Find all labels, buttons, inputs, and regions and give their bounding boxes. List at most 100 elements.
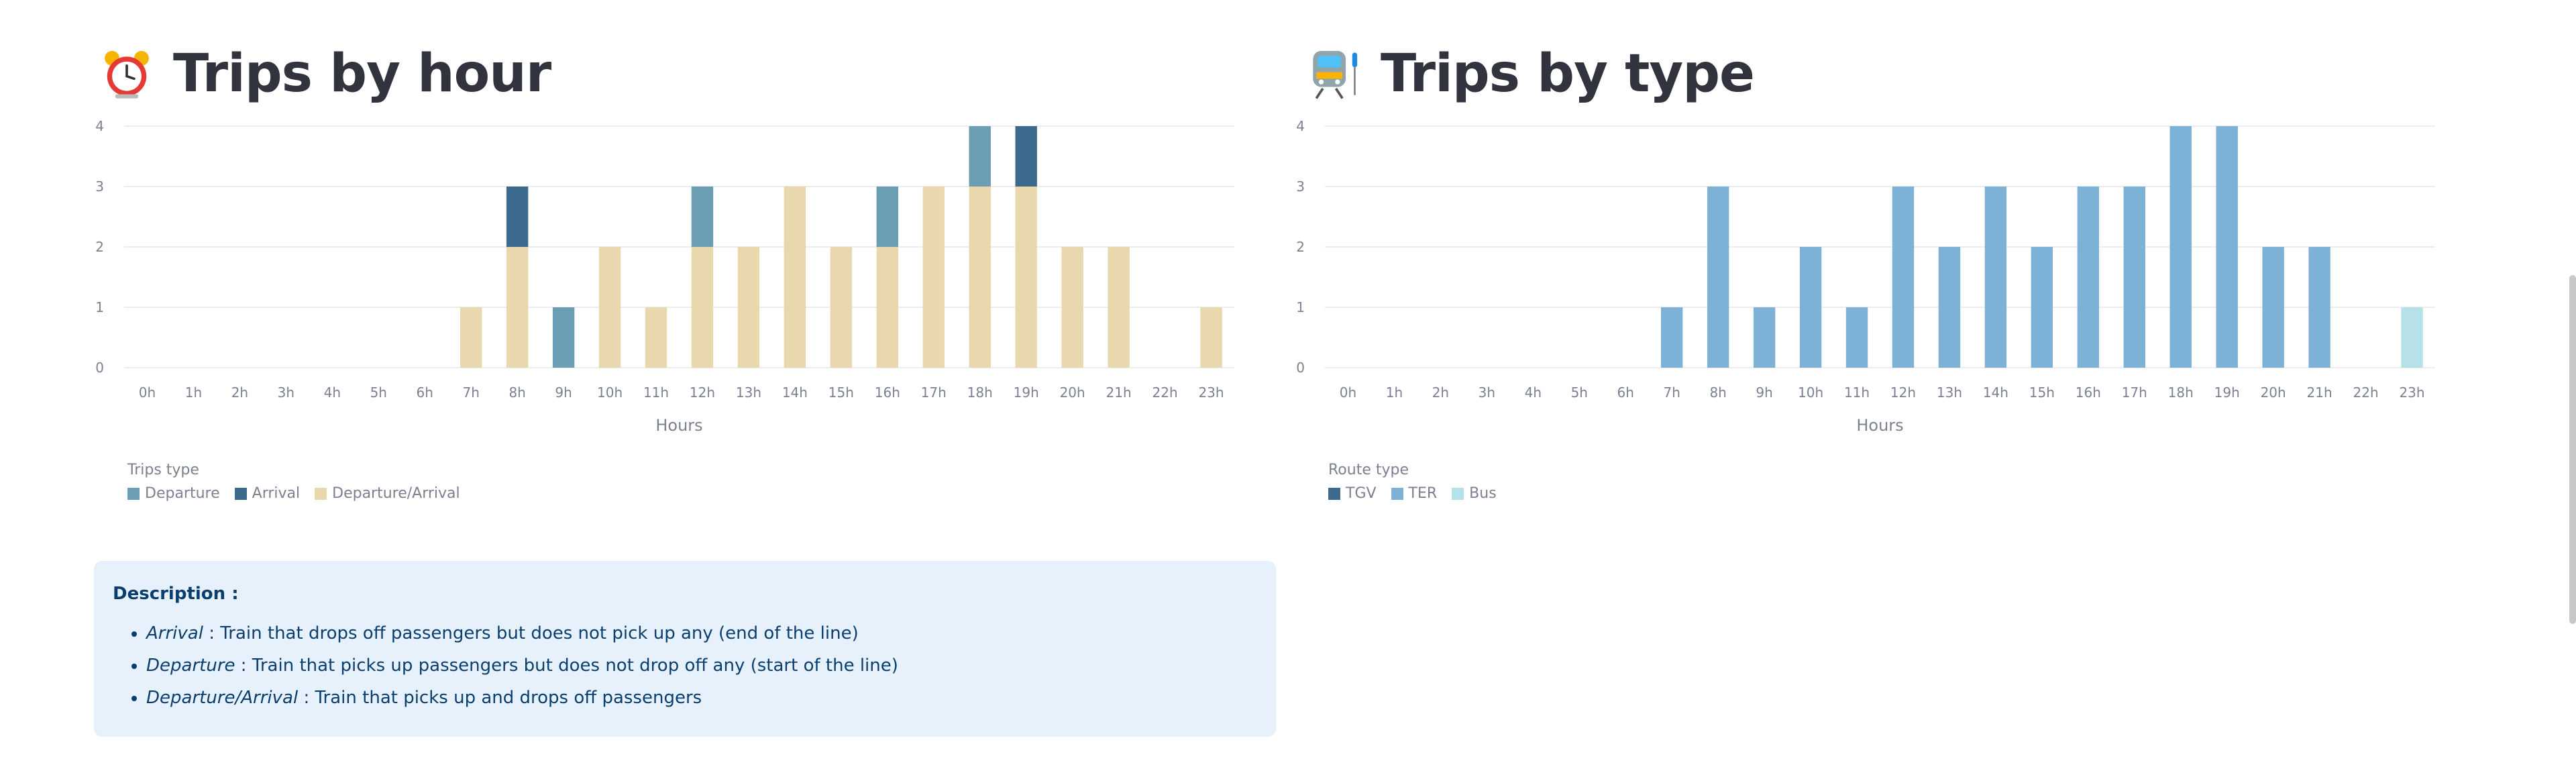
left-x-tick-label: 5h xyxy=(370,384,387,401)
right-x-tick-label: 19h xyxy=(2214,384,2240,401)
right-x-tick-label: 2h xyxy=(1432,384,1449,401)
left-x-tick-label: 17h xyxy=(921,384,947,401)
term-arrival: Arrival xyxy=(146,623,203,643)
alarm-clock-icon xyxy=(105,50,149,99)
right-x-tick-label: 12h xyxy=(1890,384,1916,401)
right-bar-ter-14h xyxy=(1984,187,2007,368)
left-x-tick-label: 20h xyxy=(1060,384,1085,401)
left-x-tick-label: 11h xyxy=(643,384,669,401)
right-legend-label: Bus xyxy=(1469,485,1497,502)
left-bar-departure-12h xyxy=(691,187,714,247)
right-y-tick-label: 0 xyxy=(1296,360,1305,376)
right-y-tick-label: 1 xyxy=(1296,299,1305,315)
left-y-tick-label: 0 xyxy=(95,360,104,376)
right-x-tick-label: 20h xyxy=(2261,384,2286,401)
right-x-tick-label: 18h xyxy=(2168,384,2194,401)
right-y-tick-label: 2 xyxy=(1296,239,1305,255)
right-bar-ter-16h xyxy=(2077,187,2100,368)
description-item-departure-arrival: Departure/Arrival : Train that picks up … xyxy=(146,684,898,717)
left-x-tick-label: 2h xyxy=(231,384,248,401)
right-y-tick-label: 3 xyxy=(1296,178,1305,195)
left-x-tick-label: 4h xyxy=(324,384,341,401)
right-x-tick-label: 3h xyxy=(1479,384,1495,401)
left-legend-label: Departure xyxy=(145,485,220,502)
left-x-tick-label: 1h xyxy=(185,384,202,401)
right-x-axis-title: Hours xyxy=(1856,416,1903,435)
train-icon xyxy=(1313,50,1358,99)
left-x-axis-title: Hours xyxy=(655,416,702,435)
right-x-tick-label: 22h xyxy=(2353,384,2379,401)
right-x-tick-label: 5h xyxy=(1571,384,1588,401)
left-bar-departure-arrival-15h xyxy=(830,247,853,368)
left-x-tick-label: 21h xyxy=(1106,384,1132,401)
left-legend-item[interactable]: Departure xyxy=(127,485,220,502)
right-bar-ter-10h xyxy=(1799,247,1822,368)
right-bar-ter-19h xyxy=(2216,126,2238,368)
right-x-tick-label: 14h xyxy=(1983,384,2008,401)
right-x-tick-label: 21h xyxy=(2307,384,2332,401)
left-bar-departure-arrival-20h xyxy=(1061,247,1083,368)
left-legend-item[interactable]: Arrival xyxy=(234,485,301,502)
trips-by-type-chart: 0 1 2 3 4 0h 1h 2h 3h 4h 5h 6h 7h 8h 9h 10h 11h 12h 13h 14h… xyxy=(1296,118,2435,435)
left-bar-departure-arrival-8h xyxy=(506,247,529,368)
left-x-tick-label: 19h xyxy=(1014,384,1039,401)
right-bar-ter-18h xyxy=(2169,126,2192,368)
left-bar-departure-arrival-7h xyxy=(460,307,482,368)
left-legend-item[interactable]: Departure/Arrival xyxy=(315,485,460,502)
right-bar-ter-7h xyxy=(1660,307,1683,368)
left-bar-departure-16h xyxy=(876,187,899,247)
right-x-tick-label: 23h xyxy=(2399,384,2424,401)
right-bar-ter-20h xyxy=(2262,247,2284,368)
right-x-tick-label: 0h xyxy=(1340,384,1356,401)
right-y-tick-label: 4 xyxy=(1296,118,1305,134)
legend-title-right: Route type xyxy=(1328,462,1409,478)
right-x-tick-label: 6h xyxy=(1617,384,1634,401)
left-bar-arrival-19h xyxy=(1015,126,1037,187)
left-bar-departure-arrival-16h xyxy=(876,247,899,368)
right-legend-swatch xyxy=(1391,487,1403,500)
right-x-tick-label: 13h xyxy=(1937,384,1962,401)
left-y-tick-label: 3 xyxy=(95,178,104,195)
description-item-departure: Departure : Train that picks up passenge… xyxy=(146,652,898,684)
right-bar-ter-15h xyxy=(2031,247,2053,368)
left-y-tick-label: 1 xyxy=(95,299,104,315)
trips-by-hour-chart: 0 1 2 3 4 0h 1h 2h 3h 4h 5h 6h 7h 8h 9h 10h 11h 12h 13h 14h… xyxy=(95,118,1234,435)
left-legend-swatch xyxy=(234,487,247,500)
left-bar-departure-arrival-19h xyxy=(1015,187,1037,368)
right-legend-item[interactable]: TER xyxy=(1391,485,1438,502)
right-legend-item[interactable]: TGV xyxy=(1328,485,1377,502)
right-legend-swatch xyxy=(1452,487,1464,500)
right-legend-label: TER xyxy=(1408,485,1438,502)
right-bar-bus-23h xyxy=(2401,307,2423,368)
right-legend-swatch xyxy=(1328,487,1340,500)
left-x-tick-label: 12h xyxy=(690,384,715,401)
left-legend-label: Arrival xyxy=(252,485,301,502)
right-x-tick-label: 11h xyxy=(1844,384,1870,401)
left-x-tick-label: 14h xyxy=(782,384,808,401)
right-bar-ter-12h xyxy=(1892,187,1915,368)
description-list: Arrival : Train that drops off passenger… xyxy=(113,620,898,717)
description-title: Description : xyxy=(113,584,239,604)
left-bar-departure-arrival-10h xyxy=(598,247,621,368)
right-bar-ter-8h xyxy=(1707,187,1729,368)
right-x-tick-label: 17h xyxy=(2122,384,2147,401)
right-x-tick-label: 16h xyxy=(2076,384,2101,401)
legend-title-left: Trips type xyxy=(127,462,199,478)
text-departure-arrival: : Train that picks up and drops off pass… xyxy=(298,688,702,708)
left-y-tick-label: 2 xyxy=(95,239,104,255)
right-legend-item[interactable]: Bus xyxy=(1452,485,1497,502)
left-legend-label: Departure/Arrival xyxy=(332,485,460,502)
right-bar-ter-9h xyxy=(1753,307,1776,368)
legend-left: Trips type Departure Arrival Departure/Arr… xyxy=(127,462,460,502)
right-panel-header: Trips by type xyxy=(1308,40,1755,107)
page-scrollbar[interactable] xyxy=(2569,275,2576,624)
left-x-tick-label: 6h xyxy=(417,384,433,401)
text-departure: : Train that picks up passengers but doe… xyxy=(235,656,898,676)
description-box: Description : Arrival : Train that drops… xyxy=(94,561,1276,737)
left-bar-departure-arrival-21h xyxy=(1108,247,1130,368)
left-x-tick-label: 0h xyxy=(139,384,156,401)
legend-right: Route type TGV TER Bus xyxy=(1328,462,1497,502)
left-bar-departure-18h xyxy=(969,126,991,187)
left-legend-swatch xyxy=(127,487,140,500)
left-x-tick-label: 10h xyxy=(597,384,623,401)
